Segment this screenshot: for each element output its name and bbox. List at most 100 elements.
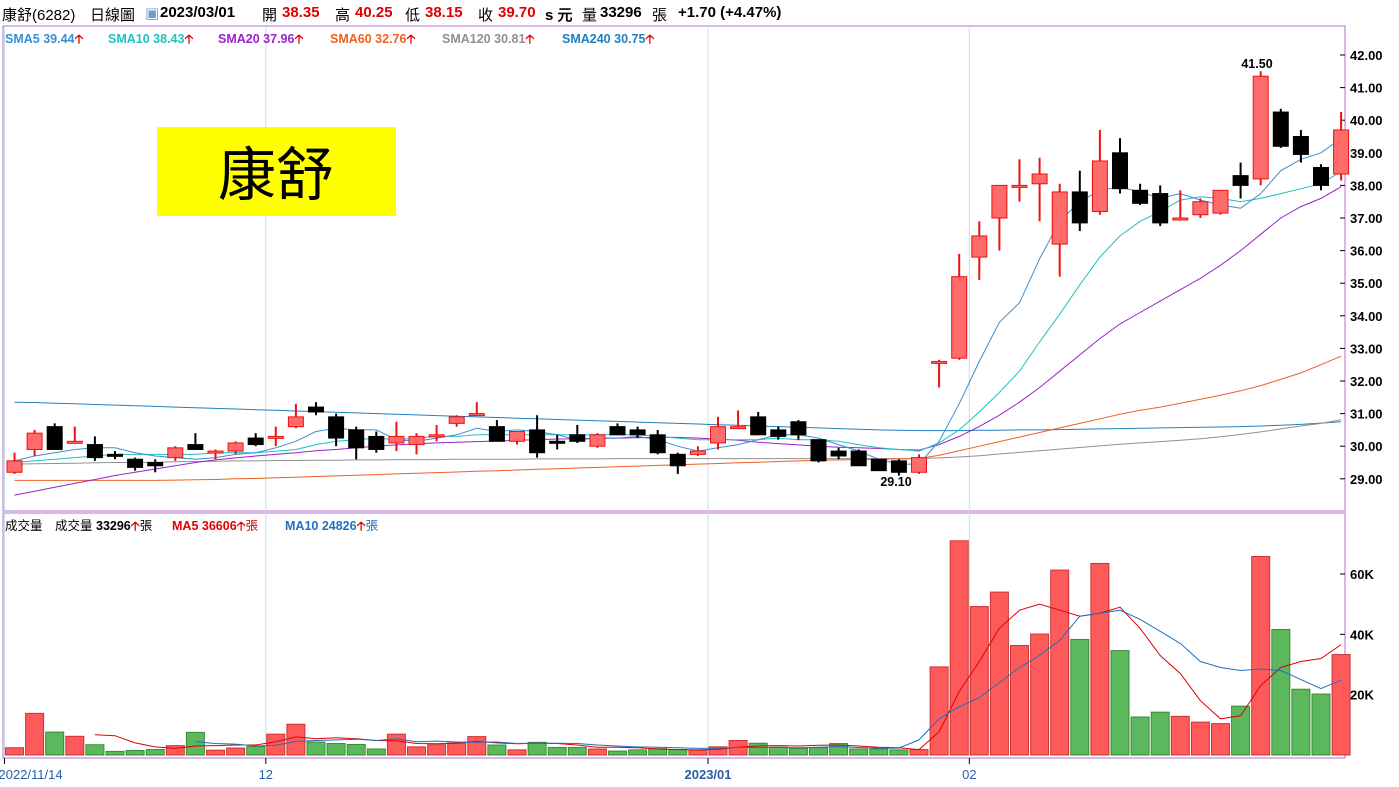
candle-body xyxy=(127,458,144,468)
volume-bar xyxy=(708,746,728,756)
candle-body xyxy=(569,434,586,442)
candlestick xyxy=(1011,159,1028,202)
candlestick xyxy=(569,425,586,443)
volume-bar xyxy=(366,748,386,756)
candlestick xyxy=(1212,189,1229,215)
sma10-label: SMA10 xyxy=(108,32,150,46)
candlestick xyxy=(1333,112,1350,181)
candlestick xyxy=(951,253,968,360)
candle-body xyxy=(1112,152,1128,190)
candlestick xyxy=(328,413,345,447)
volume-title: 成交量 xyxy=(5,519,43,533)
volume-bar xyxy=(889,749,909,756)
candle-body xyxy=(1272,111,1289,147)
candle-body xyxy=(1051,191,1068,245)
sma240-line xyxy=(14,401,1342,432)
volume-bar xyxy=(1190,721,1210,756)
candlestick xyxy=(830,447,847,460)
volume-bar xyxy=(487,744,507,756)
price-tick-label: 38.00 xyxy=(1350,178,1383,193)
candlestick xyxy=(750,411,767,436)
ma10-volume-legend: MA10 24826🡡張 xyxy=(285,515,378,538)
candlestick xyxy=(931,359,948,388)
candle-body xyxy=(187,444,204,450)
volume-tick-label: 40K xyxy=(1350,627,1374,642)
candle-body xyxy=(328,416,345,439)
candlestick xyxy=(1132,183,1149,205)
volume-bar xyxy=(527,741,547,756)
volume-bar xyxy=(1150,711,1170,756)
ma5-volume-label: MA5 xyxy=(172,519,199,533)
volume-bar xyxy=(1090,562,1110,756)
candlestick xyxy=(207,449,224,460)
candle-body xyxy=(207,450,224,454)
candle-body xyxy=(167,447,184,459)
volume-bar xyxy=(668,749,688,756)
candle-body xyxy=(6,460,23,473)
low-label: 低 xyxy=(405,7,421,24)
candlestick xyxy=(710,416,726,450)
candle-body xyxy=(1132,189,1149,204)
price-tick-label: 36.00 xyxy=(1350,244,1383,259)
volume-bar xyxy=(1010,644,1029,756)
candlestick xyxy=(167,446,184,461)
candlestick xyxy=(1192,198,1209,218)
volume-bar xyxy=(386,733,406,756)
candlestick xyxy=(549,434,566,450)
candle-body xyxy=(770,429,787,437)
candle-body xyxy=(1232,175,1249,186)
price-tick-label: 31.00 xyxy=(1350,407,1383,422)
volume-bar xyxy=(1170,715,1190,756)
volume-bar xyxy=(246,746,266,756)
ma10-volume-label: MA10 xyxy=(285,519,319,533)
volume-tick-label: 20K xyxy=(1350,688,1374,703)
volume-bar xyxy=(346,743,366,756)
candlestick xyxy=(86,436,103,461)
sma20-value: 37.96 xyxy=(263,32,295,46)
price-tick-label: 42.00 xyxy=(1350,48,1383,63)
candle-body xyxy=(850,450,867,467)
volume-bar xyxy=(326,743,346,756)
date-tick-label: 2022/11/14 xyxy=(0,767,63,782)
candle-body xyxy=(951,276,968,359)
candle-body xyxy=(689,450,706,455)
candle-body xyxy=(1333,129,1350,175)
candle-body xyxy=(609,426,626,436)
sma60-value: 32.76 xyxy=(375,32,407,46)
price-tick-label: 39.00 xyxy=(1350,146,1383,161)
candlestick xyxy=(1313,164,1329,191)
sma240-value: 30.75 xyxy=(614,32,646,46)
volume-bar xyxy=(1311,693,1331,756)
candlestick xyxy=(589,433,606,448)
candlestick xyxy=(1091,129,1108,215)
candlestick xyxy=(26,429,43,456)
volume-bar xyxy=(206,749,225,756)
ma5-volume-legend: MA5 36606🡡張 xyxy=(172,515,258,538)
candle-body xyxy=(227,442,244,452)
up-arrow-icon: 🡡 xyxy=(130,519,140,533)
candlestick xyxy=(609,423,626,436)
volume-legend-label: 成交量 xyxy=(55,519,93,533)
calendar-icon[interactable]: ▣ xyxy=(145,5,160,22)
volume-bar xyxy=(145,749,165,756)
candlestick xyxy=(46,423,63,450)
period-label[interactable]: 日線圖 xyxy=(90,7,136,24)
up-arrow-icon: 🡡 xyxy=(645,32,655,46)
volume-bars[interactable] xyxy=(5,540,1351,756)
candlesticks[interactable] xyxy=(6,71,1350,476)
candle-body xyxy=(810,439,827,462)
candle-body xyxy=(890,460,907,473)
quote-header: 康舒(6282) 日線圖 ▣ 2023/03/01 開 38.35 高 40.2… xyxy=(0,0,1399,27)
volume-bar xyxy=(1050,569,1070,756)
open-label: 開 xyxy=(262,7,278,24)
candlestick xyxy=(810,439,827,463)
ma10-volume-unit: 張 xyxy=(365,519,379,533)
candlestick xyxy=(770,426,787,440)
candle-body xyxy=(589,434,606,447)
volume-axis: 20K 40K 60K xyxy=(1340,567,1374,703)
candlestick xyxy=(107,451,123,460)
volume-bar xyxy=(587,748,607,756)
low-annotation: 29.10 xyxy=(880,475,911,489)
volume-bar xyxy=(1030,633,1050,756)
